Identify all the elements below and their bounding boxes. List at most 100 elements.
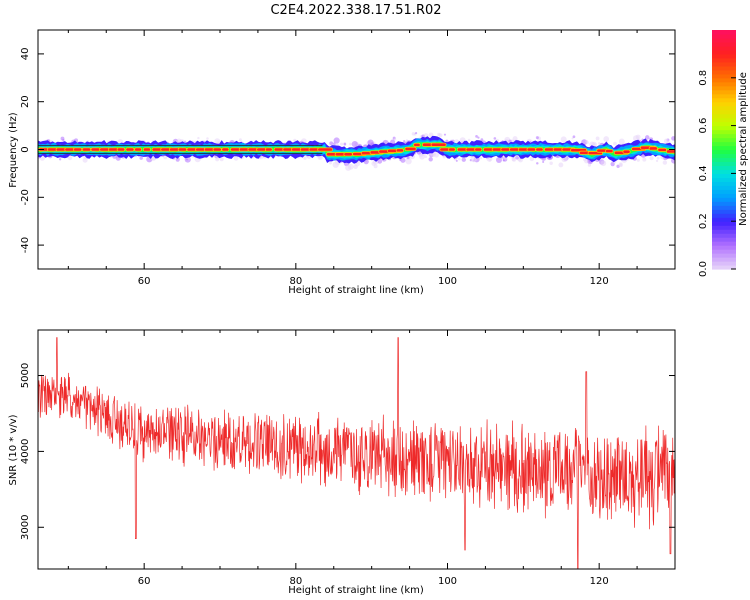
heatmap-band-layer xyxy=(38,135,675,164)
spectrogram-ytick-label: 0 xyxy=(20,146,31,152)
snr-ticks: 60 80 100 120 3000 4000 5000 xyxy=(20,330,676,587)
colorbar-segment xyxy=(712,261,736,266)
heatmap-speckle xyxy=(649,156,654,161)
colorbar-segment xyxy=(712,185,736,190)
heatmap-speckle xyxy=(58,158,62,161)
colorbar-segment xyxy=(712,161,736,167)
heatmap-speckle xyxy=(475,135,478,138)
spectrogram-xtick-label: 120 xyxy=(590,276,609,287)
colorbar-segment xyxy=(712,245,736,250)
colorbar-tick-label: 0.2 xyxy=(698,213,709,229)
colorbar-segment xyxy=(712,57,736,63)
colorbar-segment xyxy=(712,61,736,67)
colorbar-segment xyxy=(712,229,736,234)
spectrogram-xtick-label: 80 xyxy=(289,276,302,287)
heatmap-speckle xyxy=(347,163,354,170)
colorbar-segment xyxy=(712,237,736,242)
heatmap-speckle xyxy=(437,132,441,136)
colorbar-segment xyxy=(712,121,736,127)
heatmap-speckle xyxy=(139,156,143,160)
colorbar: 0.0 0.2 0.4 0.6 0.8 Normalized spectral ampl… xyxy=(698,30,749,277)
colorbar-segment xyxy=(712,197,736,202)
heatmap-speckle xyxy=(645,135,650,140)
colorbar-segment xyxy=(712,69,736,75)
colorbar-segment xyxy=(712,125,736,131)
heatmap-speckle xyxy=(233,155,239,161)
colorbar-segment xyxy=(712,77,736,83)
heatmap-speckle xyxy=(597,142,601,145)
heatmap-speckle xyxy=(373,164,378,169)
colorbar-segment xyxy=(712,249,736,254)
heatmap-speckle xyxy=(399,158,402,161)
snr-ytick-label: 5000 xyxy=(20,363,31,388)
colorbar-segment xyxy=(712,73,736,79)
heatmap-speckle xyxy=(613,141,617,146)
colorbar-segment xyxy=(712,81,736,87)
colorbar-segment xyxy=(712,177,736,182)
heatmap-speckle xyxy=(175,157,180,162)
colorbar-segment xyxy=(712,113,736,119)
spectrogram-ticks: 60 80 100 120 40 20 0 -20 -40 xyxy=(20,30,676,287)
heatmap-speckle xyxy=(215,157,220,162)
colorbar-segment xyxy=(712,97,736,103)
heatmap-speckle xyxy=(549,161,553,166)
colorbar-segment xyxy=(712,205,736,210)
colorbar-segment xyxy=(712,85,736,91)
heatmap-speckle xyxy=(403,140,406,143)
heatmap-speckle xyxy=(445,139,449,143)
colorbar-segment xyxy=(712,253,736,258)
colorbar-segment xyxy=(712,157,736,163)
heatmap-speckle xyxy=(595,136,600,141)
heatmap-speckle xyxy=(518,157,523,163)
colorbar-segment xyxy=(712,241,736,246)
heatmap-speckle xyxy=(572,135,576,139)
snr-ytick-label: 3000 xyxy=(20,515,31,540)
colorbar-segment xyxy=(712,233,736,238)
colorbar-segment xyxy=(712,105,736,111)
heatmap-band-layer xyxy=(38,138,675,161)
colorbar-segment xyxy=(712,225,736,230)
heatmap-speckle xyxy=(480,138,484,141)
colorbar-segment xyxy=(712,41,736,47)
heatmap-speckle xyxy=(455,159,458,162)
snr-ytick-label: 4000 xyxy=(20,439,31,464)
colorbar-segment xyxy=(712,213,736,218)
colorbar-segment xyxy=(712,45,736,51)
heatmap-speckle xyxy=(82,157,88,163)
snr-xtick-label: 120 xyxy=(590,576,609,587)
spectrogram-xtick-label: 60 xyxy=(138,276,151,287)
colorbar-segment xyxy=(712,189,736,194)
colorbar-segment xyxy=(712,173,736,178)
spectrogram-ylabel: Frequency (Hz) xyxy=(8,112,19,188)
heatmap-speckle xyxy=(329,141,334,146)
heatmap-speckle xyxy=(461,157,466,162)
snr-ylabel: SNR (10 * v/v) xyxy=(8,414,19,485)
snr-xtick-label: 60 xyxy=(138,576,151,587)
colorbar-segment xyxy=(712,133,736,139)
heatmap-speckle xyxy=(619,163,623,168)
heatmap-speckle xyxy=(642,157,647,162)
heatmap-speckle xyxy=(393,138,397,141)
heatmap-speckle xyxy=(542,160,545,164)
spectrogram-xlabel: Height of straight line (km) xyxy=(288,285,424,296)
colorbar-segment xyxy=(712,89,736,95)
heatmap-speckle xyxy=(587,163,591,167)
heatmap-speckle xyxy=(343,142,347,146)
heatmap-speckle xyxy=(618,138,625,145)
heatmap-speckle xyxy=(633,135,639,142)
heatmap-speckle xyxy=(536,162,539,165)
colorbar-segment xyxy=(712,165,736,171)
heatmap-speckle xyxy=(303,156,307,160)
heatmap-speckle xyxy=(219,157,224,162)
colorbar-segment xyxy=(712,137,736,143)
heatmap-speckle xyxy=(60,136,65,141)
heatmap-speckle xyxy=(502,159,505,162)
heatmap-speckle xyxy=(535,136,539,140)
heatmap-speckle xyxy=(351,141,358,148)
colorbar-tick-label: 0.4 xyxy=(698,165,709,181)
colorbar-segment xyxy=(712,33,736,39)
heatmap-speckle xyxy=(584,159,589,164)
heatmap-speckle xyxy=(333,137,340,144)
spectrogram-ytick-label: -20 xyxy=(20,189,31,205)
heatmap-speckle xyxy=(493,137,497,140)
